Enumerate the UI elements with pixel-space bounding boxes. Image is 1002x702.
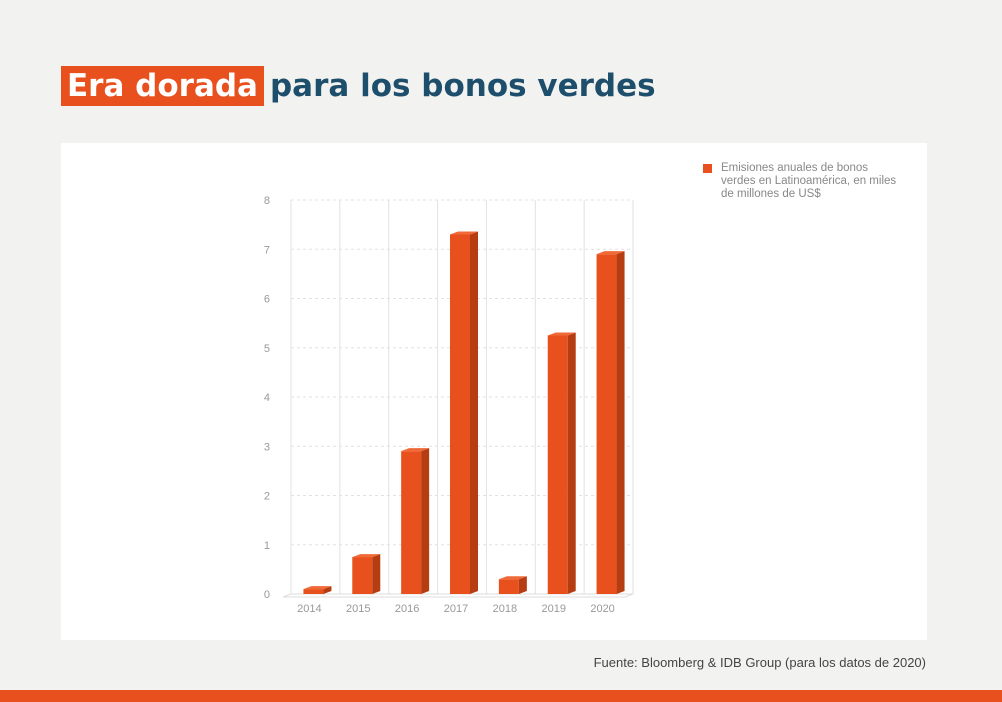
bar-2018 — [498, 576, 527, 594]
y-tick-label: 6 — [264, 294, 270, 306]
y-tick-label: 7 — [264, 244, 270, 256]
source-note: Fuente: Bloomberg & IDB Group (para los … — [593, 655, 926, 670]
x-tick-label: 2017 — [444, 603, 468, 615]
bar-front — [401, 451, 422, 594]
y-tick-label: 1 — [264, 540, 270, 552]
x-tick-label: 2016 — [395, 603, 419, 615]
bar-top — [547, 332, 576, 336]
bar-top — [498, 576, 527, 580]
bar-top — [450, 231, 478, 235]
bar-top — [352, 554, 381, 558]
y-tick-label: 2 — [264, 491, 270, 503]
y-tick-label: 8 — [264, 195, 270, 207]
bar-front — [450, 234, 470, 594]
legend-label: Emisiones anuales de bonos verdes en Lat… — [721, 162, 897, 200]
x-tick-label: 2014 — [297, 603, 321, 615]
legend-swatch — [703, 164, 712, 173]
bar-front — [547, 335, 568, 594]
bar-2020 — [596, 251, 625, 595]
bar-top — [596, 251, 625, 255]
y-tick-label: 0 — [264, 589, 270, 601]
bar-side — [372, 554, 381, 594]
bar-side — [470, 231, 478, 594]
title-rest: para los bonos verdes — [269, 68, 656, 104]
chart-floor — [282, 593, 634, 598]
bar-2016 — [401, 448, 430, 594]
bar-2019 — [547, 332, 576, 594]
chart-title: Era dorada para los bonos verdes — [61, 66, 656, 106]
legend: Emisiones anuales de bonos verdes en Lat… — [703, 162, 903, 201]
x-tick-label: 2020 — [590, 603, 614, 615]
x-tick-label: 2019 — [541, 603, 565, 615]
bar-side — [323, 586, 332, 594]
y-tick-label: 5 — [264, 343, 270, 355]
bar-2017 — [450, 231, 478, 594]
y-tick-label: 4 — [264, 392, 270, 404]
y-axis: 0 1 2 3 4 5 6 7 8 — [264, 195, 270, 601]
bars — [303, 231, 625, 595]
bar-top — [401, 448, 430, 452]
bar-side — [518, 576, 527, 594]
chart-panel — [61, 143, 927, 640]
footer-bar — [0, 690, 1002, 702]
bar-side — [616, 251, 625, 595]
bar-2014 — [303, 586, 332, 594]
bar-front — [596, 254, 617, 595]
bar-front — [303, 589, 324, 594]
bar-2015 — [352, 554, 381, 594]
bar-side — [567, 332, 576, 594]
title-highlight: Era dorada — [61, 66, 264, 106]
bar-side — [421, 448, 430, 594]
y-tick-label: 3 — [264, 441, 270, 453]
x-tick-label: 2015 — [346, 603, 370, 615]
bar-front — [352, 557, 373, 594]
x-axis: 2014 2015 2016 2017 2018 2019 2020 — [297, 603, 615, 615]
x-tick-label: 2018 — [493, 603, 517, 615]
bar-front — [498, 579, 519, 594]
bar-top — [303, 586, 332, 590]
